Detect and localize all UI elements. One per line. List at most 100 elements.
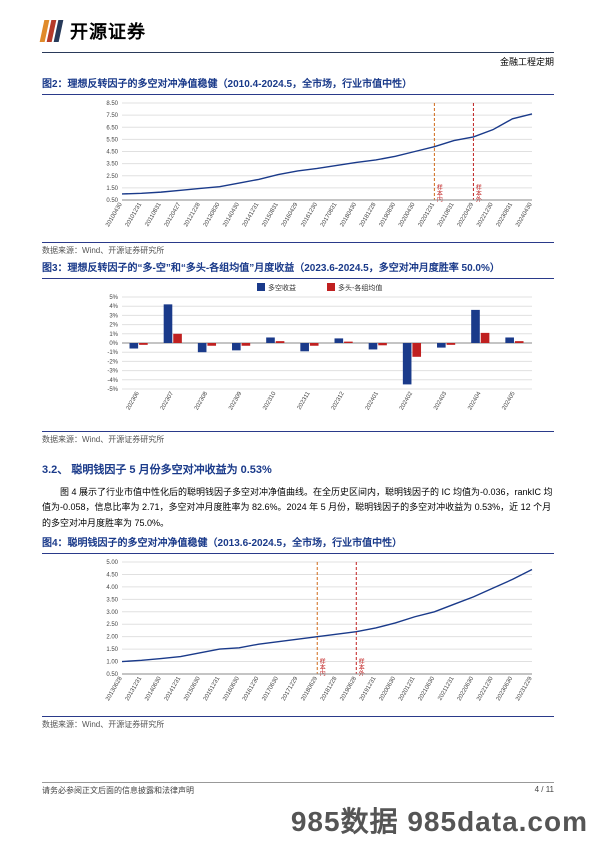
- figure-2-title: 图2：理想反转因子的多空对冲净值稳健（2010.4-2024.5，全市场，行业市…: [42, 78, 554, 95]
- svg-text:1%: 1%: [109, 332, 118, 338]
- svg-text:20210630: 20210630: [418, 675, 437, 702]
- figure-3-chart: -5% -4% -3% -2% -1% 0% 1% 2% 3% 4% 5% 多空收益 多头-各组均值 20…: [42, 281, 554, 431]
- svg-text:202311: 202311: [297, 390, 312, 411]
- svg-text:20230831: 20230831: [496, 201, 515, 228]
- brand-header: 开源证券: [0, 0, 596, 48]
- svg-text:20170630: 20170630: [261, 675, 280, 702]
- figure-4: 图4：聪明钱因子的多空对冲净值稳健（2013.6-2024.5，全市场，行业市值…: [42, 537, 554, 730]
- svg-text:20160630: 20160630: [222, 675, 241, 702]
- svg-text:20101231: 20101231: [125, 201, 144, 228]
- svg-text:202310: 202310: [262, 390, 278, 411]
- svg-text:1.50: 1.50: [106, 186, 118, 192]
- svg-text:20150831: 20150831: [261, 201, 280, 228]
- svg-text:-5%: -5%: [107, 387, 118, 393]
- svg-text:20150630: 20150630: [183, 675, 202, 702]
- svg-text:3.00: 3.00: [106, 610, 118, 616]
- svg-text:7.50: 7.50: [106, 113, 118, 119]
- svg-text:2.50: 2.50: [106, 622, 118, 628]
- svg-text:20140430: 20140430: [222, 201, 241, 228]
- svg-text:1.00: 1.00: [106, 659, 118, 665]
- svg-text:20161230: 20161230: [300, 201, 319, 228]
- svg-text:20211231: 20211231: [437, 675, 456, 701]
- svg-text:20141231: 20141231: [242, 201, 261, 228]
- svg-text:5.00: 5.00: [106, 560, 118, 566]
- svg-text:8.50: 8.50: [106, 101, 118, 107]
- svg-text:-3%: -3%: [107, 369, 118, 375]
- svg-text:20181228: 20181228: [320, 675, 339, 702]
- svg-text:-4%: -4%: [107, 378, 118, 384]
- svg-text:4.50: 4.50: [106, 150, 118, 156]
- svg-text:202309: 202309: [228, 390, 244, 411]
- svg-text:20220429: 20220429: [457, 201, 476, 228]
- footer-notice: 请务必参阅正文后面的信息披露和法律声明: [42, 785, 194, 796]
- svg-text:20171229: 20171229: [281, 675, 300, 702]
- svg-text:20220630: 20220630: [457, 675, 476, 702]
- svg-text:2%: 2%: [109, 323, 118, 329]
- svg-text:20181228: 20181228: [359, 201, 378, 228]
- svg-text:20201231: 20201231: [398, 675, 417, 702]
- svg-text:20190830: 20190830: [379, 201, 398, 228]
- footer-page: 4 / 11: [535, 785, 554, 796]
- svg-text:202401: 202401: [365, 390, 381, 411]
- svg-text:202308: 202308: [194, 390, 210, 411]
- figure-4-chart: 0.501.001.502.002.503.003.504.004.505.00…: [42, 556, 554, 716]
- figure-4-source: 数据来源：Wind、开源证券研究所: [42, 716, 554, 730]
- figure-3-title: 图3：理想反转因子的“多-空”和“多头-各组均值”月度收益（2023.6-202…: [42, 262, 554, 279]
- svg-text:202405: 202405: [501, 390, 517, 411]
- svg-text:5%: 5%: [109, 295, 118, 301]
- svg-text:6.50: 6.50: [106, 125, 118, 131]
- svg-text:4.50: 4.50: [106, 572, 118, 578]
- svg-text:1.50: 1.50: [106, 647, 118, 653]
- svg-text:2.00: 2.00: [106, 635, 118, 641]
- svg-text:20160429: 20160429: [281, 201, 300, 228]
- svg-text:202403: 202403: [433, 390, 449, 411]
- svg-text:多空收益: 多空收益: [268, 283, 296, 292]
- svg-text:202307: 202307: [160, 390, 176, 411]
- svg-text:20120427: 20120427: [164, 201, 183, 228]
- svg-text:3.50: 3.50: [106, 597, 118, 603]
- svg-text:-2%: -2%: [107, 359, 118, 365]
- svg-text:4.00: 4.00: [106, 585, 118, 591]
- svg-text:20210831: 20210831: [437, 201, 456, 228]
- page-footer: 请务必参阅正文后面的信息披露和法律声明 4 / 11: [42, 782, 554, 796]
- figure-3-source: 数据来源：Wind、开源证券研究所: [42, 431, 554, 445]
- svg-text:20221230: 20221230: [476, 201, 495, 228]
- svg-text:20180629: 20180629: [300, 675, 319, 702]
- svg-text:3%: 3%: [109, 313, 118, 319]
- section-3-2-heading: 3.2、 聪明钱因子 5 月份多空对冲收益为 0.53%: [42, 461, 554, 477]
- svg-text:20130830: 20130830: [203, 201, 222, 228]
- svg-text:202306: 202306: [126, 390, 142, 411]
- figure-2-chart: 0.501.502.503.504.505.506.507.508.50样本内样…: [42, 97, 554, 242]
- brand-name: 开源证券: [70, 18, 146, 44]
- figure-2-source: 数据来源：Wind、开源证券研究所: [42, 242, 554, 256]
- svg-text:20221230: 20221230: [476, 675, 495, 702]
- svg-text:20131231: 20131231: [125, 675, 144, 702]
- svg-text:20100430: 20100430: [105, 201, 124, 228]
- svg-text:4%: 4%: [109, 304, 118, 310]
- section-3-2-body: 图 4 展示了行业市值中性化后的聪明钱因子多空对冲净值曲线。在全历史区间内，聪明…: [42, 485, 554, 531]
- svg-text:-1%: -1%: [107, 350, 118, 356]
- svg-text:20121228: 20121228: [183, 201, 202, 228]
- svg-text:20191231: 20191231: [359, 675, 378, 702]
- svg-text:20151231: 20151231: [203, 675, 222, 702]
- svg-text:0%: 0%: [109, 341, 118, 347]
- svg-text:202312: 202312: [331, 390, 347, 411]
- figure-3: 图3：理想反转因子的“多-空”和“多头-各组均值”月度收益（2023.6-202…: [42, 262, 554, 445]
- figure-2: 图2：理想反转因子的多空对冲净值稳健（2010.4-2024.5，全市场，行业市…: [42, 78, 554, 256]
- svg-text:202402: 202402: [399, 390, 415, 411]
- svg-text:20190628: 20190628: [339, 675, 358, 702]
- svg-text:5.50: 5.50: [106, 137, 118, 143]
- svg-text:20200430: 20200430: [398, 201, 417, 228]
- svg-text:20140630: 20140630: [144, 675, 163, 702]
- svg-text:202404: 202404: [467, 390, 483, 411]
- svg-text:20141231: 20141231: [164, 675, 183, 702]
- watermark: 985数据 985data.com: [291, 800, 588, 840]
- svg-text:20161230: 20161230: [242, 675, 261, 702]
- svg-text:20201231: 20201231: [418, 201, 437, 228]
- svg-text:20170831: 20170831: [320, 201, 339, 228]
- svg-text:20200630: 20200630: [379, 675, 398, 702]
- brand-logo-icon: [40, 20, 67, 42]
- svg-text:20230630: 20230630: [496, 675, 515, 702]
- svg-text:20231229: 20231229: [515, 675, 534, 702]
- svg-text:多头-各组均值: 多头-各组均值: [338, 283, 382, 292]
